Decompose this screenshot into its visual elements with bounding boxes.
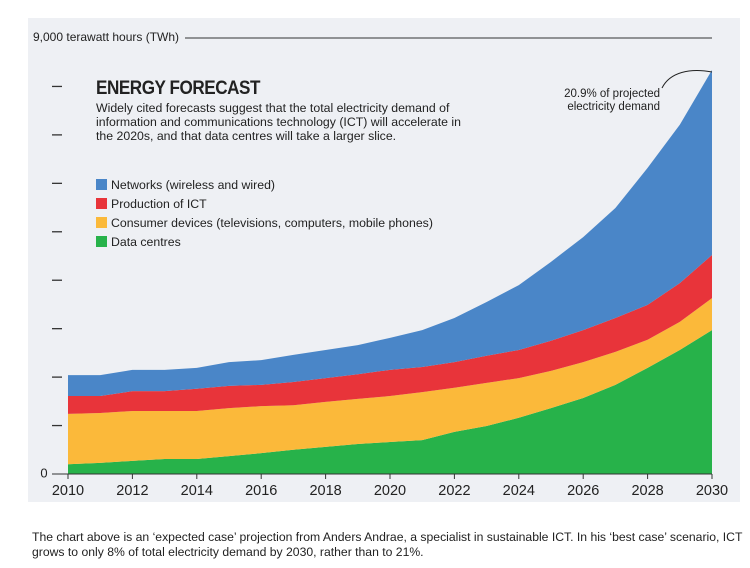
x-tick-label: 2010 — [52, 483, 84, 499]
x-tick-label: 2020 — [374, 483, 406, 499]
chart-subtitle: Widely cited forecasts suggest that the … — [96, 101, 461, 143]
y-tick-label: 9,000 terawatt hours (TWh) — [33, 30, 186, 44]
legend-item: Data centres — [96, 232, 433, 251]
x-tick-label: 2018 — [309, 483, 341, 499]
chart-title: ENERGY FORECAST — [96, 78, 260, 99]
legend-swatch — [96, 217, 107, 228]
x-tick-label: 2024 — [503, 483, 535, 499]
legend-label: Consumer devices (televisions, computers… — [111, 215, 433, 230]
x-tick-label: 2026 — [567, 483, 599, 499]
annotation-line — [661, 70, 713, 89]
x-tick-label: 2016 — [245, 483, 277, 499]
caption: The chart above is an ‘expected case’ pr… — [32, 530, 743, 559]
legend: Networks (wireless and wired) Production … — [96, 175, 433, 251]
x-tick-label: 2014 — [181, 483, 213, 499]
area — [68, 69, 712, 397]
area — [68, 298, 712, 465]
y-tick-label: 0 — [40, 465, 47, 480]
x-tick-label: 2012 — [116, 483, 148, 499]
legend-item: Consumer devices (televisions, computers… — [96, 213, 433, 232]
legend-swatch — [96, 198, 107, 209]
legend-item: Networks (wireless and wired) — [96, 175, 433, 194]
x-tick-label: 2028 — [631, 483, 663, 499]
legend-label: Data centres — [111, 234, 181, 249]
annotation: 20.9% of projected electricity demand — [564, 88, 660, 113]
x-tick-label: 2030 — [696, 483, 728, 499]
legend-swatch — [96, 236, 107, 247]
area — [68, 330, 712, 474]
legend-label: Networks (wireless and wired) — [111, 177, 276, 192]
legend-swatch — [96, 179, 107, 190]
legend-item: Production of ICT — [96, 194, 433, 213]
x-tick-label: 2022 — [438, 483, 470, 499]
legend-label: Production of ICT — [111, 196, 207, 211]
area — [68, 255, 712, 414]
